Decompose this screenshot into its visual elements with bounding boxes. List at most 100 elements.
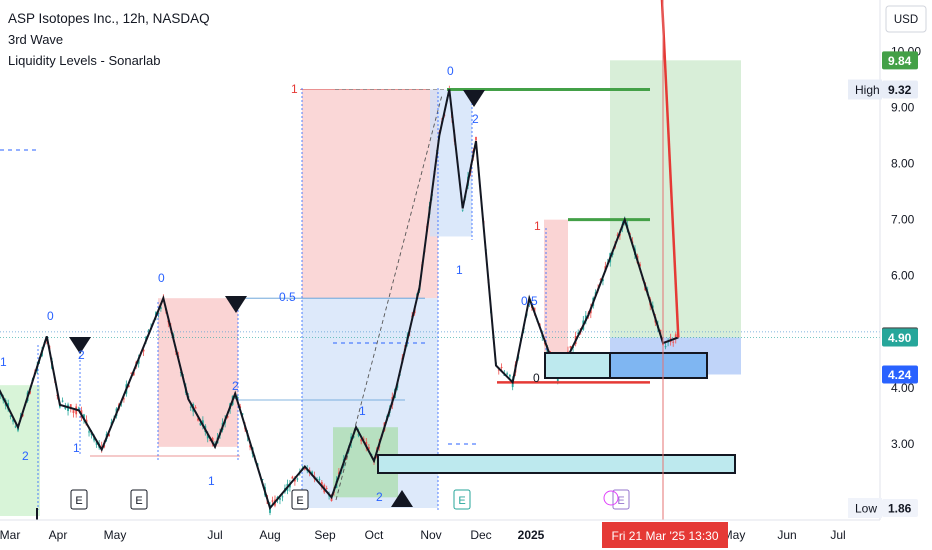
candle-body bbox=[475, 136, 477, 141]
price-tick-label: 7.00 bbox=[891, 213, 915, 227]
level-lines bbox=[0, 87, 932, 510]
candle-body bbox=[577, 332, 580, 334]
candle-body bbox=[249, 445, 251, 448]
candle-body bbox=[147, 330, 150, 332]
candle-body bbox=[672, 341, 675, 343]
candle-body bbox=[197, 418, 199, 421]
candle-body bbox=[616, 234, 619, 236]
wave-zigzag-line bbox=[0, 89, 679, 511]
time-tick-label: Jul bbox=[830, 528, 845, 542]
wave-level-label: 1 bbox=[456, 263, 463, 277]
candle-body bbox=[367, 447, 370, 450]
price-tick-label: 6.00 bbox=[891, 269, 915, 283]
candle-body bbox=[639, 264, 641, 267]
buy-triangle-icon bbox=[391, 490, 413, 507]
candle-body bbox=[497, 369, 500, 371]
earnings-marker-icon[interactable]: E bbox=[70, 489, 88, 510]
wave-level-label: 2 bbox=[78, 348, 85, 362]
earnings-marker-label: E bbox=[296, 495, 303, 507]
candle-body bbox=[206, 434, 209, 439]
candle-body bbox=[651, 305, 654, 308]
wave-level-label: 1 bbox=[208, 474, 215, 488]
candle-body bbox=[199, 422, 202, 426]
earnings-marker-label: E bbox=[617, 495, 624, 507]
earnings-marker-icon[interactable]: E bbox=[130, 489, 148, 510]
candle-body bbox=[549, 351, 551, 353]
candle-body bbox=[360, 439, 363, 442]
candle-body bbox=[69, 404, 72, 408]
candle-body bbox=[61, 400, 64, 402]
candle-body bbox=[291, 476, 294, 479]
candle-body bbox=[569, 346, 572, 349]
candle-body bbox=[599, 279, 602, 281]
candle-body bbox=[296, 478, 299, 480]
candle-body bbox=[602, 279, 604, 282]
price-tick-label: 4.00 bbox=[891, 381, 915, 395]
candle-body bbox=[556, 379, 559, 382]
candle-body bbox=[12, 419, 14, 422]
candle-body bbox=[500, 366, 503, 368]
wave-level-label: 0 bbox=[447, 64, 454, 78]
price-badge-value: 4.90 bbox=[888, 331, 912, 345]
candle-body bbox=[122, 398, 125, 400]
red-zone-may bbox=[158, 298, 238, 447]
price-badge-label: Low bbox=[855, 502, 877, 516]
time-tick-label: Jul bbox=[207, 528, 222, 542]
currency-button bbox=[885, 5, 927, 33]
red-zone-nov bbox=[302, 89, 438, 299]
time-tick-label: Mar bbox=[0, 528, 20, 542]
wave-level-label: 2 bbox=[376, 490, 383, 504]
time-axis[interactable]: Mar Apr May Jul Aug Sep Oct Nov Dec 2025 May Jun Jul… bbox=[0, 519, 880, 550]
earnings-marker-icon[interactable]: E bbox=[453, 489, 471, 510]
price-tick-label: 9.00 bbox=[891, 100, 915, 114]
price-badge-value: 1.86 bbox=[888, 502, 912, 516]
crosshair-time-badge bbox=[602, 522, 728, 548]
earnings-marker-box bbox=[453, 489, 471, 510]
indicator-3rd-wave[interactable]: 3rd Wave bbox=[8, 32, 64, 47]
price-badge bbox=[882, 365, 918, 384]
earnings-marker-box bbox=[291, 489, 309, 510]
earnings-marker-label: E bbox=[75, 495, 82, 507]
candle-body bbox=[72, 410, 75, 414]
candle-body bbox=[241, 413, 244, 415]
candle-body bbox=[157, 312, 160, 314]
candle-body bbox=[88, 431, 90, 433]
candle-body bbox=[357, 433, 360, 436]
price-badge bbox=[882, 499, 918, 517]
sell-triangle-icon bbox=[225, 296, 247, 313]
wave-level-label: 2 bbox=[232, 379, 239, 393]
candle-body bbox=[83, 414, 85, 420]
earnings-marker-icon[interactable]: E bbox=[291, 489, 309, 510]
sell-triangle-icon bbox=[69, 337, 91, 354]
candle-body bbox=[261, 478, 264, 480]
time-tick-label: Apr bbox=[49, 528, 68, 542]
candle-body bbox=[674, 334, 677, 339]
price-badge-value: 4.24 bbox=[888, 368, 912, 382]
time-axis-bg bbox=[0, 520, 880, 550]
demand-box-oct bbox=[377, 454, 736, 474]
candle-body bbox=[78, 407, 80, 409]
price-badge-tag bbox=[848, 79, 882, 100]
candle-body bbox=[127, 385, 130, 387]
earnings-marker-box bbox=[70, 489, 88, 510]
time-tick-label: Nov bbox=[420, 528, 441, 542]
time-tick-label: May bbox=[723, 528, 746, 542]
candle-body bbox=[303, 468, 306, 470]
candle-body bbox=[194, 407, 197, 409]
chart-background-zones bbox=[0, 60, 741, 516]
candle-body bbox=[130, 372, 133, 374]
currency-label: USD bbox=[894, 14, 918, 26]
wave-level-label: 2 bbox=[472, 112, 479, 126]
wave-level-label: 0 bbox=[47, 309, 54, 323]
candle-body bbox=[142, 349, 145, 352]
price-tick-label: 8.00 bbox=[891, 157, 915, 171]
wave-level-label: 0.5 bbox=[521, 294, 538, 308]
candle-body bbox=[234, 397, 237, 399]
price-axis[interactable]: USD10.009.008.007.006.004.003.009.849.32… bbox=[848, 0, 932, 550]
candle-body bbox=[226, 415, 229, 418]
candle-body bbox=[108, 434, 110, 436]
price-badge-tag bbox=[848, 498, 882, 518]
indicator-liquidity-levels[interactable]: Liquidity Levels - Sonarlab bbox=[8, 53, 161, 68]
